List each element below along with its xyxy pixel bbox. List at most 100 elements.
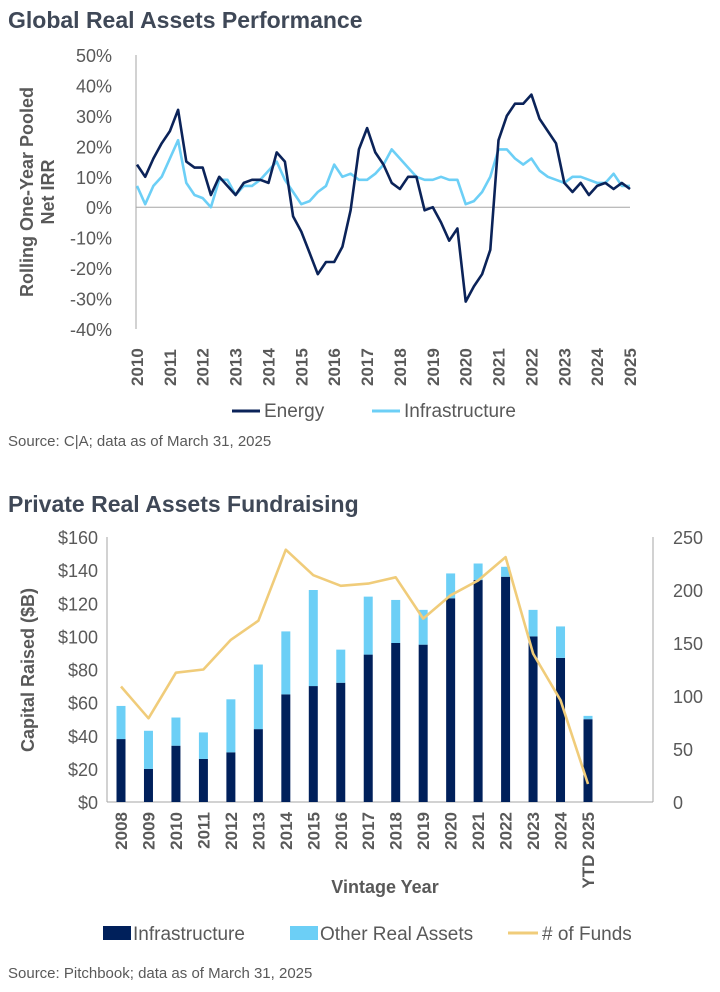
chart2-y2tick-label: 100: [673, 687, 703, 707]
bar-other-real-assets: [336, 649, 346, 683]
chart1-xtick-label: 2013: [227, 348, 246, 386]
chart2-xtick-label: 2013: [249, 812, 268, 850]
chart2-xlabel: Vintage Year: [331, 877, 438, 897]
chart1-ylabel-line1: Rolling One-Year Pooled: [17, 87, 37, 297]
chart2-source: Source: Pitchbook; data as of March 31, …: [8, 965, 312, 982]
legend-label-infrastructure: Infrastructure: [404, 401, 516, 422]
legend-label-funds: # of Funds: [542, 924, 632, 945]
chart1-legend: Energy Infrastructure: [232, 401, 516, 422]
chart1-xtick-label: 2012: [194, 348, 213, 386]
bar-infrastructure: [501, 576, 511, 802]
chart2-xtick-label: 2020: [442, 812, 461, 850]
bar-infrastructure: [171, 745, 181, 802]
legend-label-infrastructure-bar: Infrastructure: [133, 924, 245, 945]
chart1-xtick-label: 2021: [490, 348, 509, 386]
chart1-xtick-label: 2022: [522, 348, 541, 386]
bar-infrastructure: [583, 719, 593, 802]
legend-swatch-other: [290, 926, 318, 940]
bar-infrastructure: [418, 644, 428, 802]
bar-other-real-assets: [473, 563, 483, 581]
chart2-xtick-label: YTD 2025: [579, 812, 598, 889]
chart1-ytick-label: 30%: [76, 107, 112, 127]
bar-other-real-assets: [281, 631, 291, 695]
bar-infrastructure: [363, 654, 373, 802]
legend-label-energy: Energy: [264, 401, 325, 422]
bar-other-real-assets: [143, 730, 153, 769]
chart2-xtick-label: 2010: [167, 812, 186, 850]
bar-infrastructure: [391, 643, 401, 802]
bar-infrastructure: [281, 694, 291, 802]
chart2-y2tick-label: 200: [673, 581, 703, 601]
chart1-ylabel-line2: Net IRR: [38, 159, 58, 224]
chart2-y2tick-label: 50: [673, 740, 693, 760]
chart2-xtick-label: 2024: [552, 811, 571, 849]
legend-swatch-infrastructure-bar: [103, 926, 131, 940]
bar-other-real-assets: [171, 717, 181, 746]
chart2-xtick-label: 2018: [387, 812, 406, 850]
chart1-series-infrastructure: [135, 138, 630, 209]
chart1-xtick-label: 2014: [259, 348, 278, 386]
chart2-series-number-of-funds: [120, 548, 590, 785]
chart2-y2tick-label: 150: [673, 634, 703, 654]
chart1-xtick-label: 2017: [358, 348, 377, 386]
bar-infrastructure: [473, 580, 483, 802]
bar-infrastructure: [336, 682, 346, 802]
bar-infrastructure: [143, 768, 153, 802]
chart1-xtick-label: 2016: [325, 348, 344, 386]
chart2-xtick-label: 2017: [359, 812, 378, 850]
bar-other-real-assets: [528, 609, 538, 637]
chart2-xtick-label: 2015: [304, 812, 323, 850]
chart2-xtick-label: 2012: [222, 812, 241, 850]
chart1-ytick-label: -20%: [70, 259, 112, 279]
bar-other-real-assets: [583, 715, 593, 720]
bar-infrastructure: [556, 657, 566, 802]
chart2-xtick-label: 2021: [469, 812, 488, 850]
bar-other-real-assets: [226, 699, 236, 753]
chart2-xtick-label: 2016: [332, 812, 351, 850]
chart2-xtick-label: 2022: [497, 812, 516, 850]
chart2-xtick-label: 2014: [277, 811, 296, 849]
bar-other-real-assets: [253, 664, 263, 730]
chart1-xtick-label: 2023: [555, 348, 574, 386]
bar-infrastructure: [253, 729, 263, 802]
chart1-xtick-label: 2020: [457, 348, 476, 386]
bar-infrastructure: [308, 686, 318, 802]
chart1-ytick-label: -40%: [70, 320, 112, 340]
bar-other-real-assets: [116, 705, 126, 740]
chart2-xtick-label: 2008: [112, 812, 131, 850]
chart2-xtick-label: 2009: [139, 812, 158, 850]
chart2-ytick-label: $20: [68, 760, 98, 780]
chart2-ytick-label: $140: [58, 561, 98, 581]
chart2-ytick-label: $80: [68, 661, 98, 681]
bar-other-real-assets: [308, 590, 318, 687]
chart1-series-energy: [135, 93, 631, 303]
chart1-ytick-label: -30%: [70, 290, 112, 310]
chart2-legend: Infrastructure Other Real Assets # of Fu…: [103, 924, 632, 945]
chart1-title: Global Real Assets Performance: [8, 7, 363, 33]
chart2-y2tick-label: 0: [673, 793, 683, 813]
chart2-ylabel: Capital Raised ($B): [18, 588, 38, 752]
chart1-xtick-label: 2010: [128, 348, 147, 386]
bar-other-real-assets: [198, 732, 208, 759]
chart2-ytick-label: $60: [68, 694, 98, 714]
bar-other-real-assets: [556, 626, 566, 658]
chart1-ytick-label: 0%: [86, 198, 112, 218]
chart1-ytick-label: 40%: [76, 76, 112, 96]
chart2-xtick-label: 2023: [524, 812, 543, 850]
chart2-title: Private Real Assets Fundraising: [8, 491, 359, 517]
chart1-xtick-label: 2019: [424, 348, 443, 386]
chart1-ytick-label: -10%: [70, 229, 112, 249]
chart2-ytick-label: $100: [58, 627, 98, 647]
chart1-xtick-label: 2018: [391, 348, 410, 386]
chart2-y2tick-label: 250: [673, 528, 703, 548]
chart1-xtick-label: 2025: [621, 348, 640, 386]
legend-label-other: Other Real Assets: [320, 924, 473, 945]
bar-infrastructure: [528, 636, 538, 802]
bar-infrastructure: [226, 752, 236, 802]
chart1-ytick-label: 20%: [76, 137, 112, 157]
bar-other-real-assets: [501, 566, 511, 577]
chart1-xtick-label: 2015: [292, 348, 311, 386]
bar-infrastructure: [446, 598, 456, 802]
chart1-ytick-label: 10%: [76, 168, 112, 188]
